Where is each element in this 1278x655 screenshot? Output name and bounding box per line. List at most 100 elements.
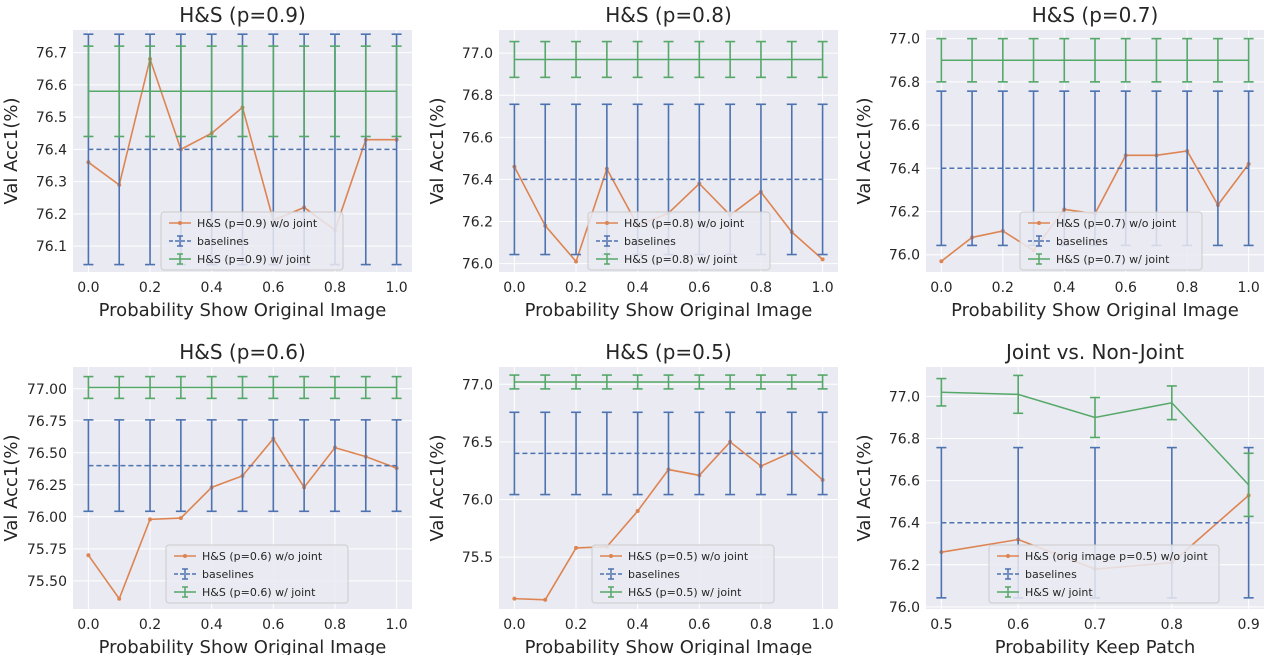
x-tick-label: 0.2 [565, 617, 587, 633]
legend: H&S (orig image p=0.5) w/o joint baseline… [988, 544, 1220, 604]
legend-label: baselines [1056, 235, 1108, 248]
y-tick-label: 76.0 [462, 257, 493, 273]
y-tick-label: 76.75 [27, 414, 67, 430]
series-2 [509, 411, 828, 496]
legend: H&S (p=0.6) w/o joint baselines H&S (p=0.6… [165, 544, 349, 604]
chart-title: H&S (p=0.6) [179, 340, 306, 364]
x-tick-label: 0.7 [1084, 617, 1106, 633]
x-tick-label: 0.8 [750, 280, 772, 296]
x-tick-label: 0.0 [77, 617, 99, 633]
legend-label: H&S (p=0.9) w/o joint [197, 217, 318, 230]
legend-entry: baselines [169, 235, 249, 248]
x-tick-label: 0.4 [201, 617, 223, 633]
y-tick-label: 76.0 [889, 248, 920, 264]
y-tick-label: 76.4 [889, 516, 920, 532]
x-tick-label: 0.2 [992, 280, 1014, 296]
x-tick-label: 1.0 [1238, 280, 1260, 296]
y-axis-label: Val Acc1(%) [427, 434, 448, 541]
legend-swatch-marker [1037, 221, 1041, 225]
y-tick-label: 77.0 [889, 389, 920, 405]
y-tick-label: 75.5 [462, 550, 493, 566]
x-tick-label: 0.8 [1161, 617, 1183, 633]
series-line [941, 391, 1250, 486]
y-tick-label: 77.00 [27, 382, 67, 398]
y-tick-label: 76.5 [36, 110, 67, 126]
y-tick-label: 76.2 [889, 205, 920, 221]
y-tick-label: 76.2 [462, 214, 493, 230]
legend-label: baselines [628, 568, 680, 581]
series-3 [509, 374, 828, 390]
data-point [820, 257, 825, 262]
legend-entry: baselines [1028, 235, 1108, 248]
data-point [574, 545, 579, 550]
x-axis-label: Probability Keep Patch [995, 637, 1196, 655]
chart-title: H&S (p=0.8) [605, 3, 732, 27]
x-axis-label: Probability Show Original Image [525, 637, 813, 655]
legend-entry: H&S (p=0.6) w/o joint [174, 550, 323, 563]
x-tick-label: 0.4 [627, 617, 649, 633]
legend-entry: H&S w/ joint [997, 586, 1093, 599]
x-axis-label: Probability Show Original Image [99, 300, 387, 321]
y-tick-label: 76.6 [889, 118, 920, 134]
y-tick-label: 76.4 [36, 142, 67, 158]
plot-marks [936, 37, 1254, 264]
legend-entry: baselines [997, 568, 1077, 581]
x-tick-label: 0.4 [1053, 280, 1075, 296]
legend-label: baselines [624, 235, 676, 248]
legend-entry: H&S (p=0.9) w/o joint [169, 217, 318, 230]
y-axis-label: Val Acc1(%) [1, 434, 22, 541]
y-tick-label: 76.25 [27, 478, 67, 494]
y-axis-label: Val Acc1(%) [1, 97, 22, 204]
y-axis-label: Val Acc1(%) [854, 434, 875, 541]
x-tick-label: 0.0 [930, 280, 952, 296]
data-point [543, 597, 548, 602]
chart-title: H&S (p=0.7) [1032, 3, 1159, 27]
legend-swatch-marker [178, 221, 182, 225]
y-tick-label: 77.0 [462, 377, 493, 393]
data-point [635, 509, 640, 514]
data-point [512, 596, 517, 601]
series-2 [83, 419, 402, 513]
y-tick-label: 76.2 [36, 207, 67, 223]
chart-panel-3: 0.0 0.2 0.4 0.6 0.8 1.0 76.0 76.2 76.4 76.6 76.8 77… [854, 3, 1264, 321]
x-tick-label: 0.6 [688, 280, 710, 296]
legend-entry: H&S (p=0.5) w/ joint [600, 586, 742, 599]
y-tick-label: 77.0 [889, 32, 920, 48]
legend-entry: H&S (p=0.7) w/o joint [1028, 217, 1177, 230]
y-axis-label: Val Acc1(%) [427, 97, 448, 204]
legend-entry: H&S (p=0.7) w/ joint [1028, 253, 1170, 266]
x-tick-label: 0.8 [324, 280, 346, 296]
legend-swatch-marker [183, 554, 187, 558]
legend-label: H&S (p=0.7) w/ joint [1056, 253, 1170, 266]
legend-label: H&S w/ joint [1025, 586, 1093, 599]
x-tick-label: 0.0 [77, 280, 99, 296]
legend: H&S (p=0.5) w/o joint baselines H&S (p=0.5… [591, 544, 775, 604]
x-tick-label: 0.6 [1007, 617, 1029, 633]
legend-frame [165, 544, 349, 604]
y-tick-label: 76.8 [462, 88, 493, 104]
y-tick-label: 75.75 [27, 542, 67, 558]
x-axis-label: Probability Show Original Image [951, 300, 1239, 321]
legend-label: H&S (p=0.5) w/ joint [628, 586, 742, 599]
x-tick-label: 0.2 [139, 280, 161, 296]
chart-title: Joint vs. Non-Joint [1004, 340, 1184, 364]
legend-frame [160, 211, 344, 271]
chart-panel-2: 0.0 0.2 0.4 0.6 0.8 1.0 76.0 76.2 76.4 76.6 76.8 77… [427, 3, 838, 321]
legend-swatch-marker [609, 554, 613, 558]
y-axis-label: Val Acc1(%) [854, 97, 875, 204]
chart-title: H&S (p=0.9) [179, 3, 306, 27]
x-tick-label: 0.6 [262, 617, 284, 633]
legend: H&S (p=0.7) w/o joint baselines H&S (p=0.7… [1019, 211, 1203, 271]
y-tick-label: 75.50 [27, 574, 67, 590]
legend-label: H&S (p=0.6) w/ joint [202, 586, 316, 599]
legend-label: H&S (orig image p=0.5) w/o joint [1025, 550, 1208, 563]
legend-label: baselines [197, 235, 249, 248]
legend-label: H&S (p=0.8) w/ joint [624, 253, 738, 266]
x-axis-label: Probability Show Original Image [99, 637, 387, 655]
series-3 [83, 375, 402, 400]
chart-title: H&S (p=0.5) [605, 340, 732, 364]
plot-marks [509, 374, 828, 602]
x-axis-label: Probability Show Original Image [525, 300, 813, 321]
y-tick-label: 76.5 [462, 435, 493, 451]
x-tick-label: 0.4 [627, 280, 649, 296]
